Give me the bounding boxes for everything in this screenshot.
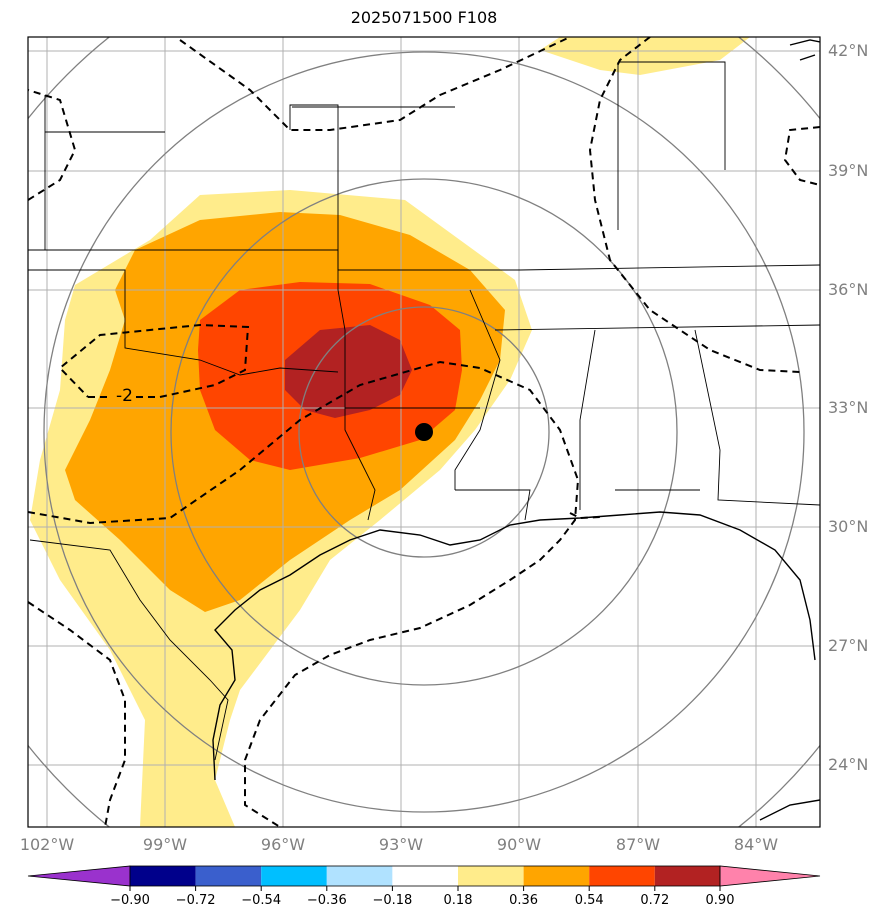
colorbar-tick-label: 0.36 bbox=[509, 893, 539, 908]
lon-label-87w: 87°W bbox=[615, 835, 661, 854]
lon-label-99w: 99°W bbox=[142, 835, 188, 854]
colorbar-tick-label: 0.18 bbox=[443, 893, 473, 908]
political-boundaries bbox=[28, 61, 820, 761]
colorbar-tick-label: 0.72 bbox=[640, 893, 670, 908]
map-title: 2025071500 F108 bbox=[350, 8, 498, 27]
colorbar-tick-label: 0.54 bbox=[574, 893, 604, 908]
colorbar-high-extend bbox=[719, 865, 821, 887]
colorbar-tick-label: −0.36 bbox=[306, 893, 347, 908]
colorbar-tick-label: −0.18 bbox=[372, 893, 413, 908]
lon-label-96w: 96°W bbox=[260, 835, 306, 854]
colorbar-low-extend bbox=[27, 865, 131, 887]
colorbar-tick-label: −0.90 bbox=[110, 893, 150, 908]
dashed-contours bbox=[28, 37, 820, 827]
colorbar-tick-label: −0.54 bbox=[241, 893, 282, 908]
lon-label-90w: 90°W bbox=[496, 835, 542, 854]
coastline bbox=[212, 39, 820, 821]
lat-label-30n: 30°N bbox=[828, 517, 869, 536]
lat-label-39n: 39°N bbox=[828, 161, 869, 180]
contour-label: -2 bbox=[116, 386, 133, 406]
colorbar-tick-label: −0.72 bbox=[175, 893, 216, 908]
lat-label-33n: 33°N bbox=[828, 398, 869, 417]
map-frame bbox=[27, 36, 821, 828]
graticule bbox=[28, 37, 820, 827]
lat-label-42n: 42°N bbox=[828, 41, 869, 60]
lat-label-36n: 36°N bbox=[828, 280, 869, 299]
colorbar bbox=[27, 865, 821, 891]
fill-level-072 bbox=[285, 325, 412, 418]
colorbar-tick-label: 0.90 bbox=[705, 893, 735, 908]
lon-label-102w: 102°W bbox=[19, 835, 75, 854]
lon-label-93w: 93°W bbox=[378, 835, 424, 854]
storm-center-dot bbox=[415, 423, 433, 441]
lat-label-24n: 24°N bbox=[828, 755, 869, 774]
lon-label-84w: 84°W bbox=[733, 835, 779, 854]
anomaly-fill-layer bbox=[30, 37, 750, 827]
lat-label-27n: 27°N bbox=[828, 636, 869, 655]
